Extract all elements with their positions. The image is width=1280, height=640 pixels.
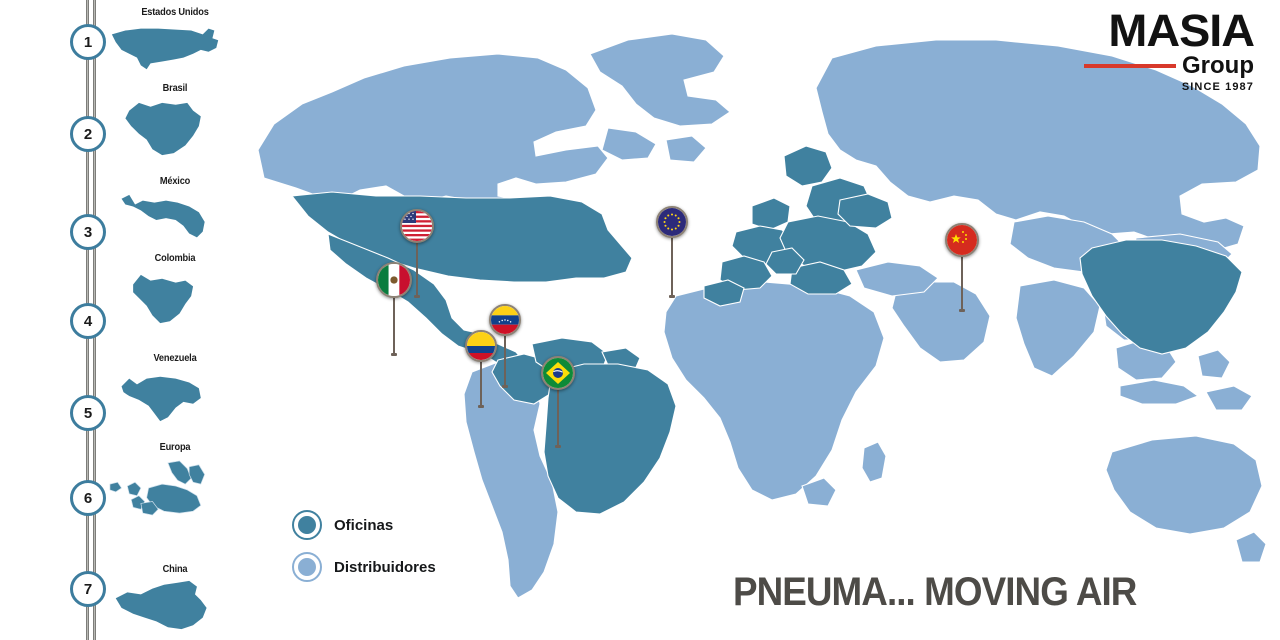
world-map-svg (257, 33, 1267, 599)
sidebar-number-3[interactable]: 3 (70, 214, 106, 250)
sidebar-label-estados-unidos: Estados Unidos (141, 6, 209, 18)
sidebar-number-4[interactable]: 4 (70, 303, 106, 339)
sidebar-number-6[interactable]: 6 (70, 480, 106, 516)
sidebar-number-7[interactable]: 7 (70, 571, 106, 607)
sidebar-shape-china (108, 576, 224, 634)
flag-icon-eu (656, 206, 688, 238)
logo-wordmark-group: Group (1182, 51, 1254, 79)
legend-label-oficinas: Oficinas (334, 516, 394, 534)
sidebar-shape-europe (108, 456, 224, 520)
office-landmasses (290, 145, 1243, 515)
flag-icon-br (541, 356, 575, 390)
sidebar-number-1[interactable]: 1 (70, 24, 106, 60)
legend-item-distribuidores[interactable]: Distribuidores (292, 550, 436, 584)
sidebar-number-5[interactable]: 5 (70, 395, 106, 431)
flag-icon-ve (489, 304, 521, 336)
sidebar-label-mexico: México (159, 175, 191, 187)
legend-item-oficinas[interactable]: Oficinas (292, 508, 436, 542)
legend-marker-office (292, 510, 322, 540)
sidebar-shape-usa (108, 20, 224, 72)
sidebar-number-2[interactable]: 2 (70, 116, 106, 152)
sidebar-shape-mexico (108, 190, 224, 250)
map-legend: Oficinas Distribuidores (292, 508, 436, 592)
world-map (236, 0, 1280, 640)
sidebar-label-brasil: Brasil (162, 82, 188, 94)
flag-icon-us (400, 209, 434, 243)
sidebar-shape-colombia (108, 268, 224, 330)
logo-since-text: SINCE 1987 (1181, 80, 1254, 93)
country-timeline-sidebar: Estados Unidos 1 Brasil 2 México 3 Colom… (0, 0, 230, 640)
flag-icon-co (465, 330, 497, 362)
distributor-landmasses (257, 33, 1267, 599)
flag-icon-cn (945, 223, 979, 257)
masia-group-logo[interactable]: MASIA Group SINCE 1987 (1054, 8, 1255, 93)
legend-label-distribuidores: Distribuidores (334, 558, 436, 576)
sidebar-label-colombia: Colombia (154, 252, 196, 264)
sidebar-label-china: China (162, 563, 188, 575)
sidebar-shape-brazil (108, 96, 224, 160)
legend-marker-distributor (292, 552, 322, 582)
sidebar-label-venezuela: Venezuela (153, 352, 197, 364)
sidebar-shape-venezuela (108, 366, 224, 428)
flag-icon-mx (376, 262, 412, 298)
logo-wordmark-masia: MASIA (1108, 5, 1255, 56)
logo-red-rule (1084, 63, 1176, 68)
tagline: PNEUMA... MOVING AIR (733, 570, 1137, 614)
sidebar-label-europa: Europa (159, 441, 191, 453)
